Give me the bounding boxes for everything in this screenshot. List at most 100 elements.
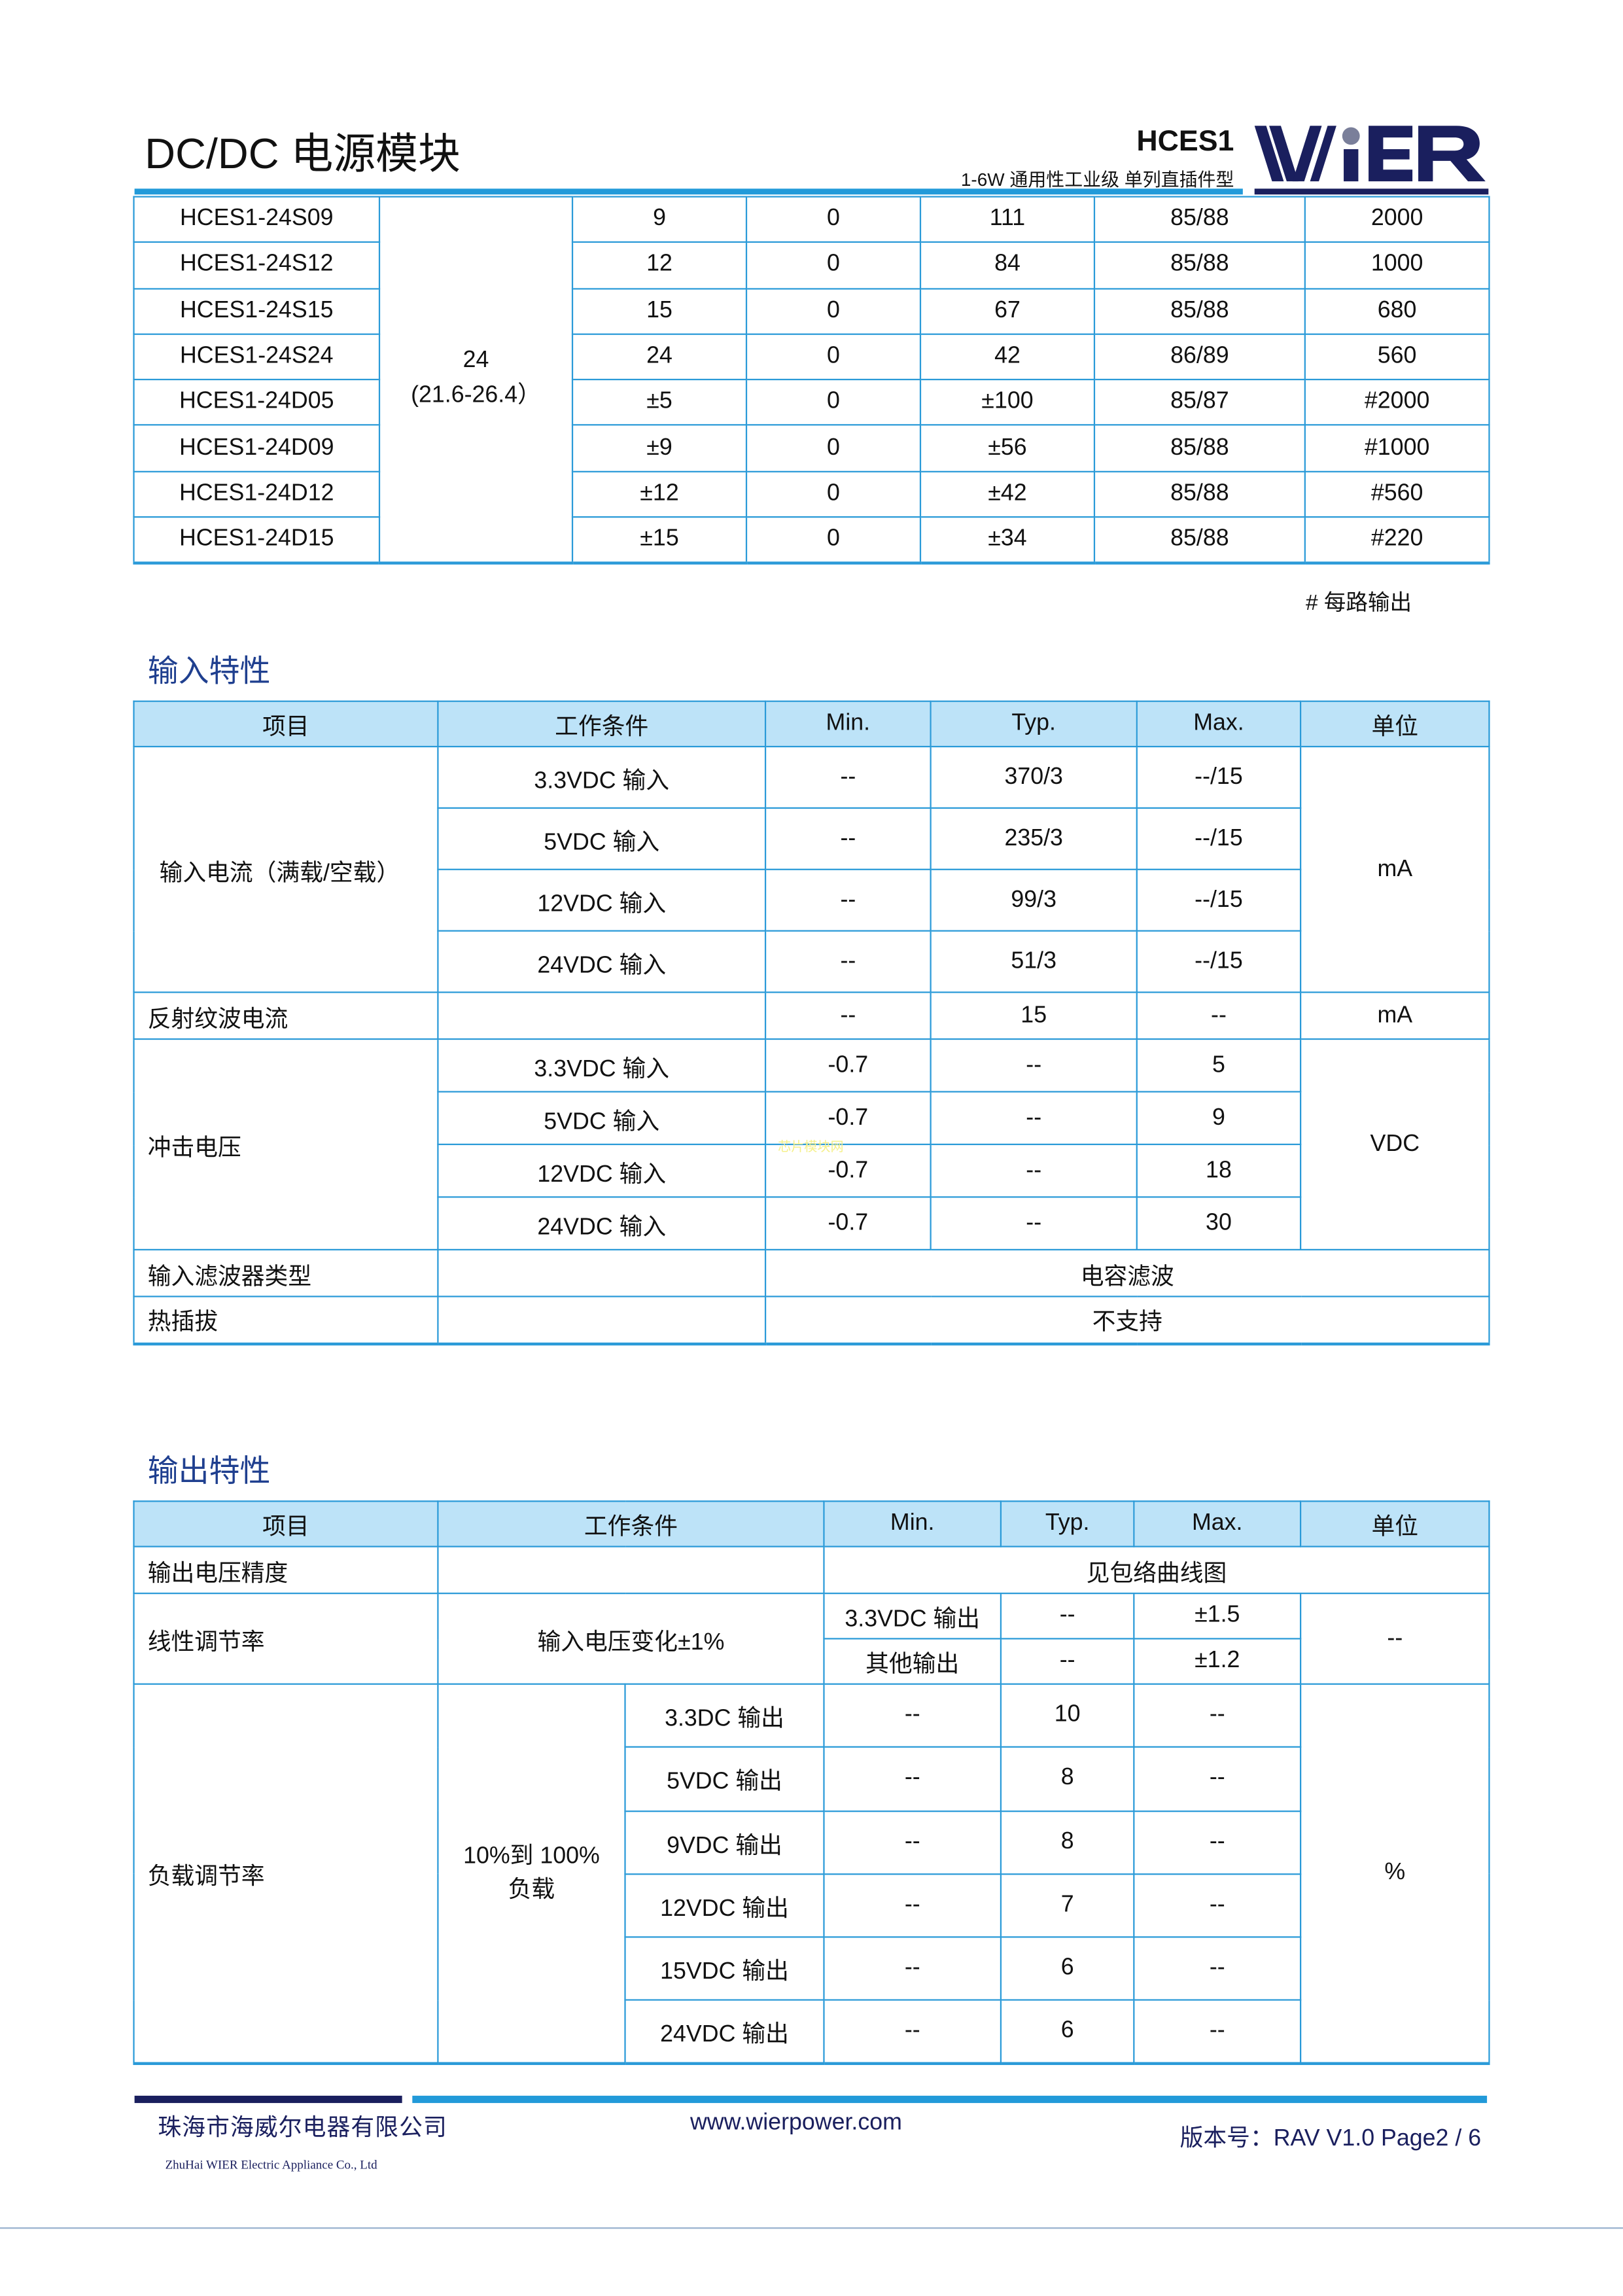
cell: HCES1-24S12 xyxy=(133,241,381,289)
cell: HCES1-24D12 xyxy=(133,470,381,518)
condition-line: 负载 xyxy=(508,1878,555,1903)
cell: -- xyxy=(1133,1746,1302,1812)
cell: -- xyxy=(1000,1593,1135,1640)
row-label: 反射纹波电流 xyxy=(133,991,439,1040)
cell: 86/89 xyxy=(1093,333,1306,381)
cell: ±9 xyxy=(571,425,748,472)
header-cell: 单位 xyxy=(1300,1500,1490,1547)
table-row: 冲击电压 3.3VDC 输入 -0.7 -- 5 VDC xyxy=(133,1038,1490,1251)
wier-logo xyxy=(1254,126,1486,182)
cell: HCES1-24S24 xyxy=(133,333,381,381)
table-header-row: 项目 工作条件 Min. Typ. Max. 单位 xyxy=(133,1500,1490,1547)
website-link[interactable]: www.wierpower.com xyxy=(689,2110,902,2136)
table-row: HCES1-24S12 12 0 84 85/88 1000 xyxy=(133,241,1490,289)
unit-cell: % xyxy=(1300,1683,1490,2066)
table-row: HCES1-24S15 15 0 67 85/88 680 xyxy=(133,287,1490,335)
row-label: 输入电流（满载/空载） xyxy=(133,745,439,993)
model-subtitle: 1-6W 通用性工业级 单列直插件型 xyxy=(960,169,1234,190)
cell: ±34 xyxy=(919,516,1096,565)
cell: -- xyxy=(1133,1936,1302,2002)
cell: 5VDC 输入 xyxy=(437,1091,767,1146)
table-row: 其他输出 -- ±1.2 xyxy=(134,1638,1490,1685)
section-title-output: 输出特性 xyxy=(147,1455,271,1489)
cell: 3.3DC 输出 xyxy=(624,1683,825,1748)
table-row: HCES1-24D09 ±9 0 ±56 85/88 #1000 xyxy=(133,425,1490,472)
table-header-row: 项目 工作条件 Min. Typ. Max. 单位 xyxy=(133,700,1490,748)
model-name: HCES1 xyxy=(1136,126,1234,158)
cell: ±56 xyxy=(919,425,1096,472)
header-cell: Max. xyxy=(1133,1500,1302,1547)
cell: -- xyxy=(930,1091,1138,1146)
cell: 其他输出 xyxy=(823,1638,1002,1685)
header-cell: 工作条件 xyxy=(437,1500,825,1547)
row-label: 线性调节率 xyxy=(133,1593,439,1685)
table-row: 12VDC 输出 -- 7 -- xyxy=(134,1873,1490,1938)
unit-cell: mA xyxy=(1300,745,1490,993)
cell: 0 xyxy=(745,241,922,289)
table-row: 24VDC 输出 -- 6 -- xyxy=(134,2000,1490,2066)
cell: HCES1-24S15 xyxy=(133,287,381,335)
page-bottom-line xyxy=(0,2227,1623,2229)
table-row: 输入电流（满载/空载） 3.3VDC 输入 -- 370/3 --/15 mA xyxy=(133,745,1490,993)
cell: 5VDC 输入 xyxy=(437,807,767,870)
row-label: 输入滤波器类型 xyxy=(133,1248,439,1298)
cell: 6 xyxy=(1000,2000,1135,2066)
page-title: DC/DC 电源模块 xyxy=(145,132,461,179)
cell: 30 xyxy=(1136,1196,1302,1251)
cell: 235/3 xyxy=(930,807,1138,870)
table-row: 热插拔 不支持 xyxy=(133,1296,1490,1345)
cell: ±100 xyxy=(919,379,1096,427)
input-range: (21.6-26.4） xyxy=(411,383,541,409)
company-name-cn: 珠海市海威尔电器有限公司 xyxy=(158,2116,447,2142)
header-cell: Typ. xyxy=(1000,1500,1135,1547)
cell: 85/88 xyxy=(1093,425,1306,472)
cell: ±15 xyxy=(571,516,748,565)
header-rule-navy xyxy=(1254,188,1489,195)
cell: -- xyxy=(1133,1810,1302,1875)
company-name-en: ZhuHai WIER Electric Appliance Co., Ltd xyxy=(165,2157,377,2172)
cell: 24VDC 输入 xyxy=(437,1196,767,1251)
cell: -- xyxy=(823,1810,1002,1875)
cell: 9VDC 输出 xyxy=(624,1810,825,1875)
cell: 0 xyxy=(745,379,922,427)
cell: 85/87 xyxy=(1093,379,1306,427)
table-row: 输出电压精度 见包络曲线图 xyxy=(133,1545,1490,1595)
cell: 51/3 xyxy=(930,930,1138,993)
condition-line: 10%到 100% xyxy=(463,1844,600,1869)
table-row: 5VDC 输入 -0.7 -- 9 xyxy=(134,1091,1490,1146)
cell: -0.7 xyxy=(764,1196,932,1251)
cell: -- xyxy=(823,2000,1002,2066)
cell: 7 xyxy=(1000,1873,1135,1938)
cell: #1000 xyxy=(1304,425,1490,472)
cell: -- xyxy=(1133,2000,1302,2066)
unit-cell: -- xyxy=(1300,1593,1490,1685)
cell: -- xyxy=(1000,1638,1135,1685)
cell: -0.7 xyxy=(764,1038,932,1093)
cell: 560 xyxy=(1304,333,1490,381)
cell: 0 xyxy=(745,425,922,472)
cell: -- xyxy=(930,1196,1138,1251)
cell xyxy=(437,1545,825,1595)
cell: #2000 xyxy=(1304,379,1490,427)
cell: -- xyxy=(764,930,932,993)
table-row: HCES1-24S09 24 (21.6-26.4） 9 0 111 85/88 2000 xyxy=(133,196,1490,565)
table-row: 15VDC 输出 -- 6 -- xyxy=(134,1936,1490,2002)
cell: 15 xyxy=(571,287,748,335)
cell: ±1.2 xyxy=(1133,1638,1302,1685)
cell: -0.7 xyxy=(764,1091,932,1146)
cell: 9 xyxy=(571,196,748,243)
cell: ±5 xyxy=(571,379,748,427)
input-voltage-cell: 24 (21.6-26.4） xyxy=(378,196,574,565)
row-label: 输出电压精度 xyxy=(133,1545,439,1595)
table-row: 负载调节率 10%到 100% 负载 3.3DC 输出 -- 10 -- % xyxy=(133,1683,1490,2066)
output-spec-table: 项目 工作条件 Min. Typ. Max. 单位 输出电压精度 见包络曲线图 线性调节率 … xyxy=(133,1500,1490,2066)
cell: -- xyxy=(1133,1683,1302,1748)
cell: #560 xyxy=(1304,470,1490,518)
cell: -- xyxy=(764,868,932,932)
table-row: 反射纹波电流 -- 15 -- mA xyxy=(133,991,1490,1040)
cell: ±12 xyxy=(571,470,748,518)
header-cell: Max. xyxy=(1136,700,1302,748)
cell: ±42 xyxy=(919,470,1096,518)
cell: --/15 xyxy=(1136,745,1302,809)
header-cell: Min. xyxy=(764,700,932,748)
